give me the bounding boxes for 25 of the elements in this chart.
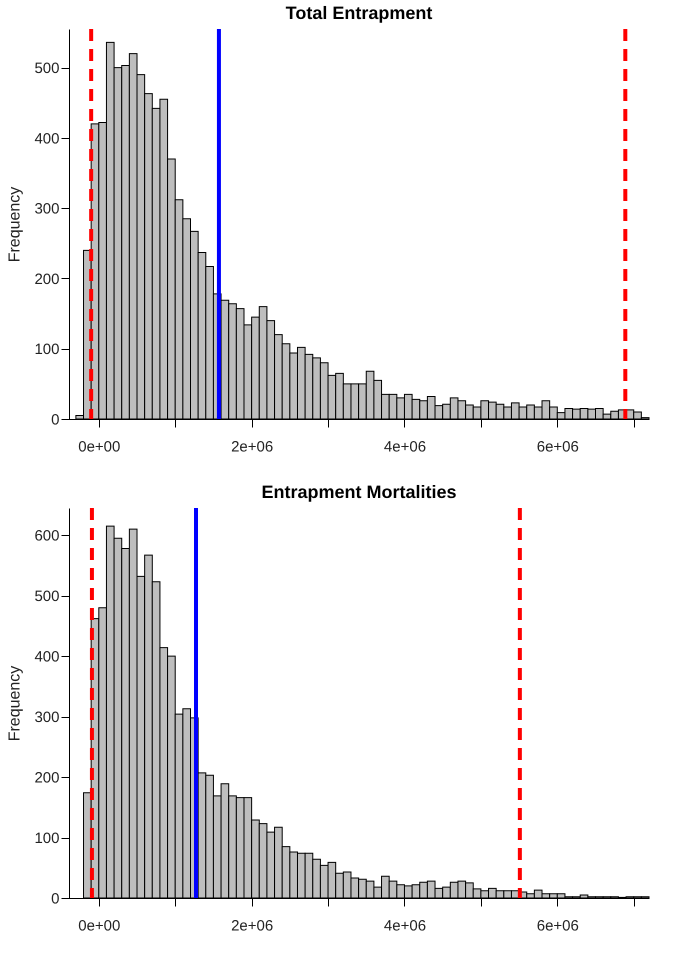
y-tick-label: 500: [34, 60, 60, 78]
x-tick-label: 6e+06: [536, 918, 579, 934]
x-tick-label: 2e+06: [231, 438, 274, 456]
y-tick-label: 0: [51, 890, 60, 908]
chart-title: Entrapment Mortalities: [261, 482, 457, 502]
y-axis-title: Frequency: [6, 666, 24, 742]
y-tick-label: 300: [34, 709, 60, 726]
y-tick-label: 100: [34, 830, 60, 848]
y-tick-label: 400: [34, 130, 60, 148]
x-tick-label: 0e+00: [78, 918, 120, 934]
x-tick-label: 0e+00: [78, 438, 120, 456]
y-tick-label: 200: [34, 270, 60, 288]
y-tick-label: 0: [51, 412, 60, 428]
y-tick-label: 300: [34, 200, 60, 218]
y-tick-label: 100: [34, 341, 60, 358]
y-tick-label: 500: [34, 588, 60, 606]
x-tick-label: 4e+06: [384, 438, 426, 456]
x-tick-label: 4e+06: [384, 918, 426, 934]
y-tick-label: 600: [34, 528, 60, 545]
x-tick-label: 2e+06: [231, 918, 274, 934]
y-axis-title: Frequency: [6, 186, 24, 262]
x-tick-label: 6e+06: [536, 438, 579, 456]
y-tick-label: 400: [34, 648, 60, 666]
y-tick-label: 200: [34, 770, 60, 787]
chart-title: Total Entrapment: [286, 3, 432, 23]
